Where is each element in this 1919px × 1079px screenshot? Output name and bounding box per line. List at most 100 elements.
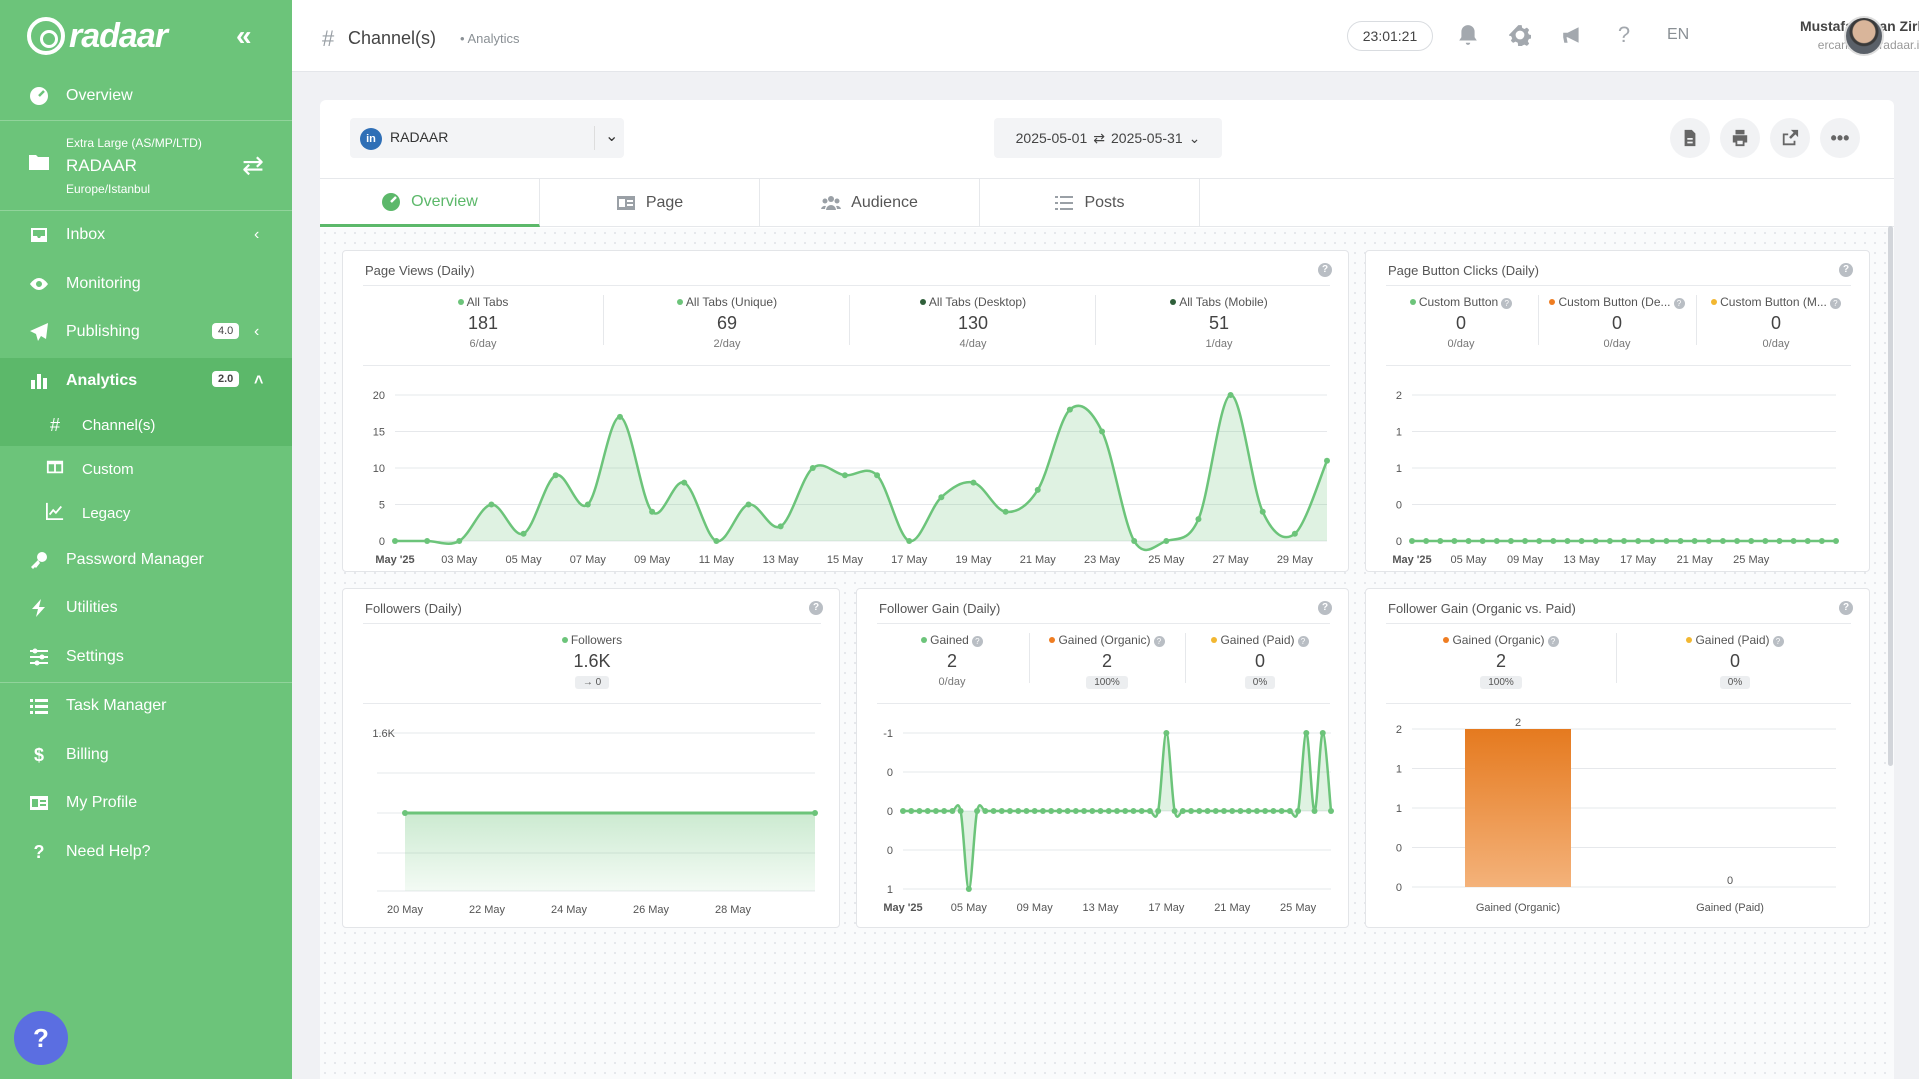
help-icon[interactable]: ?: [1501, 298, 1513, 309]
clock: 23:01:21: [1347, 21, 1433, 51]
kpi-label: All Tabs (Desktop): [928, 295, 1027, 309]
sidebar-item-task-manager[interactable]: Task Manager: [0, 684, 292, 728]
kpi-value: 0: [1254, 651, 1265, 671]
workspace-switcher[interactable]: Extra Large (AS/MP/LTD) RADAAR Europe/Is…: [0, 122, 292, 210]
kpi-label: Gained (Organic): [1058, 633, 1151, 647]
chevron-down-icon: ⌄: [594, 126, 618, 150]
kpi-label: All Tabs: [466, 295, 509, 309]
megaphone-icon[interactable]: [1559, 22, 1585, 48]
sidebar-item-monitoring[interactable]: Monitoring: [0, 262, 292, 306]
kpi-divider: [1185, 633, 1186, 683]
panel-page-views: Page Views (Daily) ? All Tabs 181 6/day …: [342, 250, 1349, 572]
sidebar-subitem-legacy[interactable]: Legacy: [0, 492, 292, 534]
sidebar-item-label: Need Help?: [66, 843, 151, 860]
kpi-label: Gained: [930, 633, 969, 647]
sidebar-subitem-channels[interactable]: # Channel(s): [0, 404, 292, 446]
x-tick-label: 25 May: [1280, 902, 1317, 914]
data-point: [1303, 730, 1310, 736]
help-icon[interactable]: ?: [1839, 601, 1853, 615]
data-point: [990, 808, 997, 814]
version-badge: 4.0: [212, 323, 240, 339]
radaar-logo[interactable]: radaar: [27, 14, 168, 58]
file-pdf-icon: [1684, 129, 1696, 147]
folder-icon: [28, 152, 50, 172]
channel-select[interactable]: in RADAAR ⌄: [350, 118, 624, 158]
share-button[interactable]: [1770, 118, 1810, 158]
tab-label: Audience: [851, 194, 918, 211]
help-icon[interactable]: ?: [1772, 636, 1784, 647]
y-tick-label: 1: [1396, 463, 1402, 475]
help-icon[interactable]: ?: [1839, 263, 1853, 277]
sidebar-item-label: Settings: [66, 648, 124, 665]
data-point: [649, 508, 656, 515]
sidebar-item-settings[interactable]: Settings: [0, 635, 292, 679]
sidebar-item-my-profile[interactable]: My Profile: [0, 781, 292, 825]
kpi-gained-paid: Gained (Paid)? 0 0%: [1618, 633, 1852, 690]
help-icon[interactable]: ?: [1673, 298, 1685, 309]
sidebar-item-publishing[interactable]: Publishing 4.0 ‹: [0, 310, 292, 354]
data-point: [1130, 808, 1137, 814]
bell-icon[interactable]: [1455, 22, 1481, 48]
data-point: [1663, 538, 1670, 544]
x-tick-label: 29 May: [1277, 554, 1314, 566]
data-point: [965, 886, 972, 892]
sidebar-item-analytics[interactable]: Analytics 2.0 ˄: [0, 358, 292, 404]
panel-title: Followers (Daily): [365, 601, 462, 616]
data-point: [777, 523, 784, 530]
help-icon[interactable]: ?: [1829, 298, 1841, 309]
more-options-button[interactable]: •••: [1820, 118, 1860, 158]
help-icon[interactable]: ?: [1318, 601, 1332, 615]
swap-icon[interactable]: ⇄: [242, 150, 264, 180]
gear-icon[interactable]: [1507, 22, 1533, 48]
help-icon[interactable]: ?: [809, 601, 823, 615]
sidebar-item-utilities[interactable]: Utilities: [0, 586, 292, 630]
kpi-divider: [849, 295, 850, 345]
hash-icon: #: [322, 26, 335, 51]
date-range-picker[interactable]: 2025-05-01 ⇄ 2025-05-31 ⌄: [994, 118, 1222, 158]
help-icon[interactable]: ?: [1617, 22, 1631, 47]
language-selector[interactable]: EN: [1667, 26, 1690, 43]
kpi-value: 0: [1611, 313, 1622, 333]
bar-data-label: 2: [1515, 717, 1521, 729]
help-icon[interactable]: ?: [1297, 636, 1309, 647]
breadcrumb[interactable]: • Analytics: [460, 31, 520, 46]
breadcrumb-item[interactable]: Analytics: [467, 31, 520, 46]
collapse-sidebar-icon[interactable]: «: [236, 20, 252, 51]
x-tick-label: 21 May: [1677, 554, 1714, 566]
scrollbar[interactable]: [1888, 226, 1893, 766]
tab-bar: Overview Page Audience Posts: [320, 178, 1894, 227]
data-point: [1564, 538, 1571, 544]
gauge-icon: [382, 192, 401, 211]
export-pdf-button[interactable]: [1670, 118, 1710, 158]
sidebar-item-inbox[interactable]: Inbox ‹: [0, 213, 292, 257]
y-tick-label: 15: [373, 427, 385, 439]
share-icon: [1782, 129, 1799, 146]
tab-audience[interactable]: Audience: [760, 179, 980, 227]
print-button[interactable]: [1720, 118, 1760, 158]
tab-page[interactable]: Page: [540, 179, 760, 227]
help-icon[interactable]: ?: [1318, 263, 1332, 277]
ellipsis-icon: •••: [1830, 127, 1850, 148]
sidebar-item-password-manager[interactable]: Password Manager: [0, 538, 292, 582]
sidebar-item-overview[interactable]: Overview: [0, 74, 292, 118]
help-icon[interactable]: ?: [1153, 636, 1165, 647]
x-tick-label: 21 May: [1020, 554, 1057, 566]
kpi-sub: 4/day: [959, 338, 987, 350]
kpi-label: All Tabs (Mobile): [1179, 295, 1268, 309]
tab-posts[interactable]: Posts: [980, 179, 1200, 227]
sidebar-item-billing[interactable]: $ Billing: [0, 733, 292, 777]
data-point: [1188, 808, 1195, 814]
kpi-gained: Gained? 2 0/day: [877, 633, 1027, 688]
data-point: [1311, 808, 1318, 814]
help-icon[interactable]: ?: [971, 636, 983, 647]
help-icon[interactable]: ?: [1547, 636, 1559, 647]
tab-label: Page: [645, 194, 684, 211]
sidebar-item-need-help[interactable]: ? Need Help?: [0, 830, 292, 874]
help-fab-button[interactable]: ?: [14, 1011, 68, 1065]
data-point: [1493, 538, 1500, 544]
tab-overview[interactable]: Overview: [320, 179, 540, 227]
kpi-sub: 0/day: [1603, 338, 1631, 350]
data-point: [713, 538, 720, 544]
avatar[interactable]: [1844, 16, 1884, 56]
sidebar-subitem-custom[interactable]: Custom: [0, 448, 292, 490]
